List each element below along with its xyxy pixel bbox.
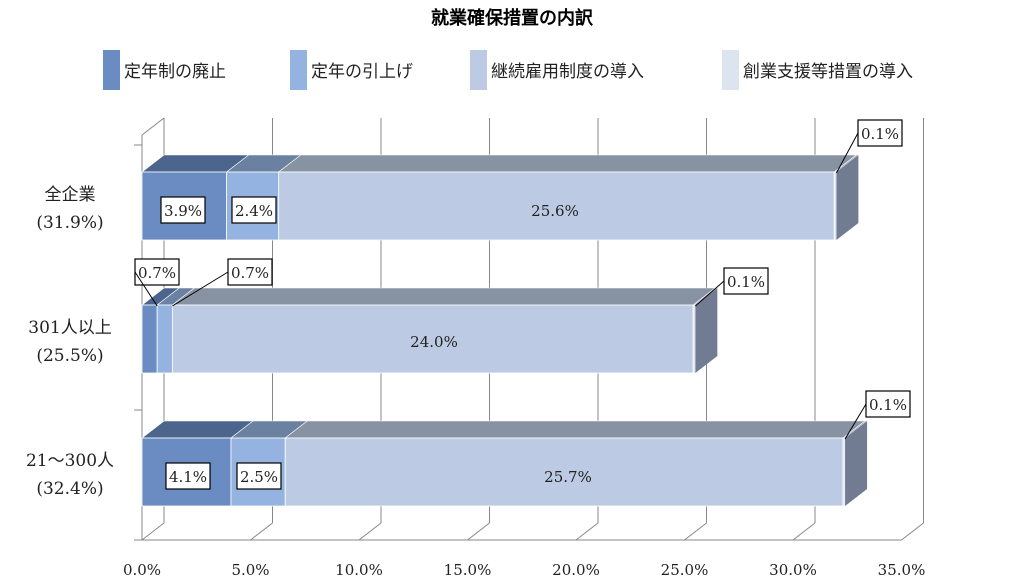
x-tick-label: 10.0% — [335, 561, 383, 579]
data-label: 2.4% — [235, 202, 273, 220]
bar-segment — [842, 437, 846, 507]
data-label: 24.0% — [410, 333, 458, 351]
data-label-box — [134, 258, 180, 286]
data-label-box — [227, 258, 273, 286]
leader-line — [134, 271, 158, 307]
legend-label: 創業支援等措置の導入 — [743, 62, 913, 82]
bar-side — [845, 421, 868, 506]
legend-label: 継続雇用制度の導入 — [491, 62, 644, 82]
bar-top — [277, 154, 858, 173]
category-label: 21～300人 — [26, 451, 114, 471]
data-label: 4.1% — [169, 468, 207, 486]
legend-swatch — [103, 50, 120, 90]
x-tick-label: 15.0% — [444, 561, 492, 579]
plot-area: 0.0% 5.0% 10.0% 15.0% 20.0% 25.0% 30.0% 35.0% 全企… — [26, 117, 926, 579]
data-label-box — [865, 390, 911, 418]
data-label-box — [236, 462, 282, 490]
category-label: (25.5%) — [36, 346, 103, 366]
bar-top — [171, 287, 717, 306]
legend-swatch — [470, 50, 487, 90]
x-tick-label: 0.0% — [123, 561, 161, 579]
bar-segment — [692, 304, 696, 374]
floor-line — [250, 522, 273, 541]
floor-line — [792, 522, 816, 541]
floor-line — [575, 522, 599, 541]
x-tick-label: 35.0% — [878, 561, 926, 579]
x-tick-label: 5.0% — [231, 561, 269, 579]
bar-segment — [284, 437, 844, 507]
bar-side — [695, 288, 718, 373]
data-label-box — [160, 196, 206, 224]
leader-line — [695, 280, 725, 307]
data-label: 0.7% — [231, 264, 269, 282]
legend-swatch — [290, 50, 307, 90]
data-label: 25.6% — [531, 202, 579, 220]
data-label-box — [857, 119, 903, 147]
bar-top — [284, 420, 866, 439]
data-label: 25.7% — [544, 468, 592, 486]
data-label: 0.1% — [869, 396, 907, 414]
data-label: 0.7% — [138, 264, 176, 282]
floor-line — [467, 522, 490, 541]
data-label-box — [165, 462, 211, 490]
category-label: 301人以上 — [28, 318, 111, 338]
chart-title: 就業確保措置の内訳 — [431, 7, 594, 29]
legend-label: 定年制の廃止 — [124, 62, 226, 82]
data-label: 3.9% — [164, 202, 202, 220]
leader-line — [844, 403, 867, 440]
category-label: (32.4%) — [36, 479, 103, 499]
bar-side — [836, 155, 859, 240]
leader-line — [835, 132, 859, 174]
category-label: (31.9%) — [36, 213, 103, 233]
data-label-box — [231, 196, 277, 224]
x-tick-label: 30.0% — [769, 561, 817, 579]
legend-swatch — [722, 50, 739, 90]
bar-segment — [156, 304, 173, 374]
x-tick-label: 20.0% — [552, 561, 600, 579]
data-label: 2.5% — [240, 468, 278, 486]
floor-line — [684, 522, 707, 541]
floor-line — [141, 522, 165, 541]
data-label: 0.1% — [861, 125, 899, 143]
legend: 定年制の廃止 定年の引上げ 継続雇用制度の導入 創業支援等措置の導入 — [103, 50, 913, 90]
legend-label: 定年の引上げ — [311, 62, 413, 82]
category-label: 全企業 — [45, 185, 96, 205]
leader-line — [172, 271, 229, 307]
data-label: 0.1% — [727, 273, 765, 291]
x-tick-label: 25.0% — [661, 561, 709, 579]
floor-line — [358, 522, 382, 541]
bar-segment — [833, 171, 837, 241]
bar-segment — [141, 304, 158, 374]
bar-segment — [171, 304, 694, 374]
wall-top-edge — [141, 117, 165, 136]
floor-line — [901, 522, 924, 541]
bar-segment — [278, 171, 835, 241]
